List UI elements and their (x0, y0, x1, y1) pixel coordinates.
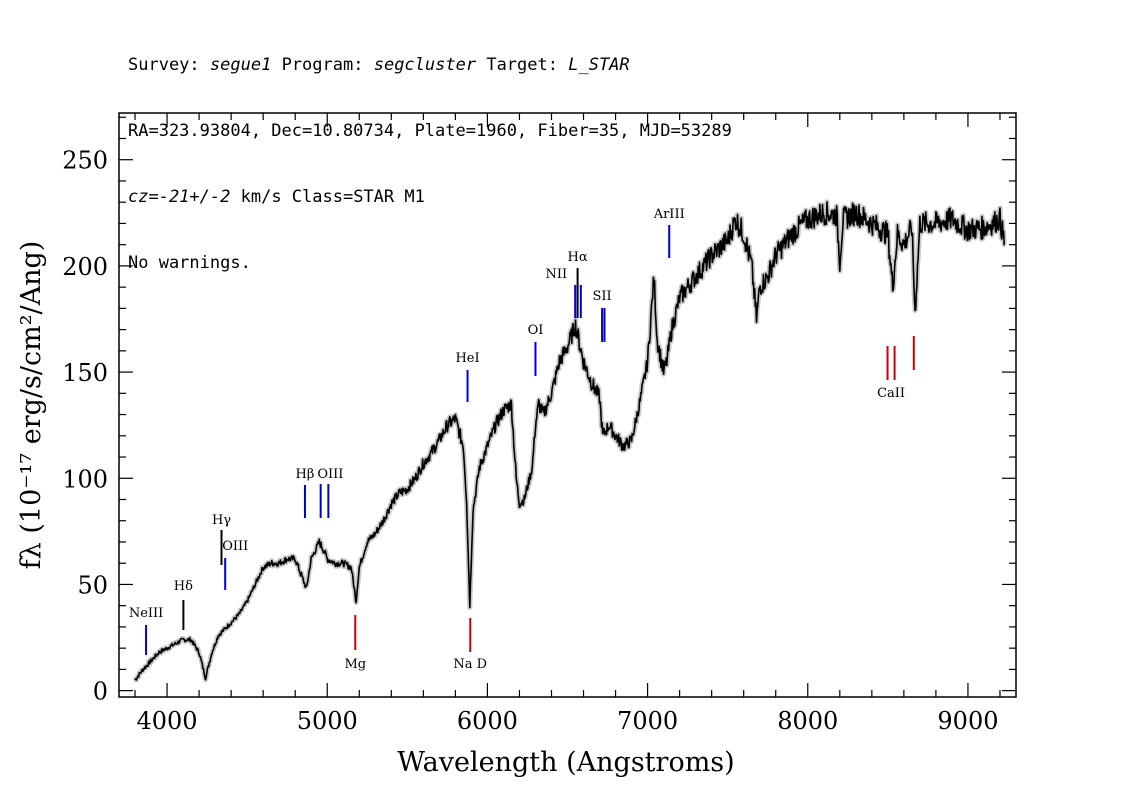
emission-line-label: Hα (568, 250, 588, 265)
absorption-line-label: CaII (877, 386, 905, 401)
x-tick-labels: 4000 5000 6000 7000 8000 9000 (137, 707, 999, 735)
emission-line-label: NeIII (129, 606, 163, 621)
x-tick-label: 4000 (137, 707, 198, 735)
absorption-line-label: Mg (344, 657, 366, 672)
x-axis-title: Wavelength (Angstroms) (397, 747, 734, 778)
survey-value: segue1 (209, 55, 272, 75)
plot-frame (118, 112, 1017, 698)
program-label: Program: (281, 55, 364, 75)
error-band (132, 199, 1007, 683)
x-tick-label: 5000 (297, 707, 358, 735)
header-line-2: RA=323.93804, Dec=10.80734, Plate=1960, … (128, 121, 732, 141)
emission-line-label: SII (593, 289, 612, 304)
survey-label: Survey: (128, 55, 200, 75)
error-band-path (132, 199, 1007, 683)
emission-line-label: OIII (317, 467, 343, 482)
x-tick-label: 9000 (937, 707, 998, 735)
y-tick-label: 250 (62, 147, 108, 175)
x-tick-label: 6000 (457, 707, 518, 735)
class-info: km/s Class=STAR M1 (230, 187, 425, 207)
y-tick-label: 0 (93, 678, 108, 706)
spectrum-header: Survey: segue1 Program: segcluster Targe… (128, 10, 732, 296)
y-tick-label: 150 (62, 359, 108, 387)
y-tick-label: 200 (62, 253, 108, 281)
emission-line-label: OI (528, 323, 544, 338)
y-tick-label: 100 (62, 465, 108, 493)
emission-line-label: HeI (455, 351, 479, 366)
emission-line-label: ArIII (653, 207, 685, 222)
emission-line-label: Hβ (296, 467, 315, 482)
axis-ticks (119, 113, 1016, 697)
emission-line-label: NII (546, 267, 568, 282)
x-tick-label: 8000 (777, 707, 838, 735)
header-line-3: cz=-21+/-2 km/s Class=STAR M1 (128, 186, 732, 208)
header-line-1: Survey: segue1 Program: segcluster Targe… (128, 54, 732, 76)
header-line-4: No warnings. (128, 253, 251, 273)
spectrum-series (134, 201, 1005, 681)
x-tick-label: 7000 (617, 707, 678, 735)
y-axis-title: fλ (10⁻¹⁷ erg/s/cm²/Ang) (16, 241, 47, 570)
cz-value: -21+/-2 (158, 187, 231, 207)
target-label: Target: (486, 55, 558, 75)
y-tick-labels: 0 50 100 150 200 250 (62, 147, 108, 706)
emission-line-label: Hδ (174, 579, 193, 594)
emission-line-label: OIII (222, 539, 248, 554)
spectrum-line (134, 201, 1005, 681)
emission-line-label: Hγ (212, 513, 231, 528)
program-value: segcluster (373, 55, 477, 75)
cz-label: cz= (128, 187, 159, 207)
target-value: L_STAR (568, 55, 630, 75)
y-tick-label: 50 (77, 571, 108, 599)
absorption-line-label: Na D (453, 657, 487, 672)
